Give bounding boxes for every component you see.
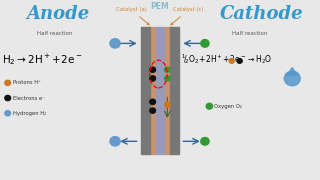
Circle shape — [284, 71, 300, 86]
Circle shape — [5, 95, 11, 101]
Text: Cathode: Cathode — [220, 5, 304, 23]
Bar — [156, 27, 164, 154]
Circle shape — [5, 80, 11, 86]
Circle shape — [150, 99, 156, 104]
Text: $\rm ^1\!/\!_2O_2\!+\!2H^+\!+\!2e^-{\rightarrow}H_2O$: $\rm ^1\!/\!_2O_2\!+\!2H^+\!+\!2e^-{\rig… — [181, 53, 272, 66]
Circle shape — [201, 138, 209, 145]
Text: Protons H⁺: Protons H⁺ — [13, 80, 41, 85]
Circle shape — [110, 137, 120, 146]
Text: Hydrogen H₂: Hydrogen H₂ — [13, 111, 46, 116]
Bar — [170, 27, 179, 154]
Bar — [141, 27, 150, 154]
Text: Half reaction: Half reaction — [37, 31, 73, 36]
Circle shape — [164, 102, 170, 107]
Circle shape — [237, 58, 242, 63]
Circle shape — [164, 76, 170, 81]
Text: Half reaction: Half reaction — [232, 31, 267, 36]
Polygon shape — [287, 68, 298, 76]
Circle shape — [150, 67, 156, 72]
Text: Anode: Anode — [27, 5, 90, 23]
Text: PEM: PEM — [151, 2, 169, 11]
Text: Oxygen O₂: Oxygen O₂ — [213, 104, 241, 109]
Circle shape — [5, 111, 11, 116]
Circle shape — [110, 39, 120, 48]
Circle shape — [206, 103, 212, 109]
Circle shape — [164, 67, 170, 72]
Text: Catalyst (c): Catalyst (c) — [171, 7, 204, 25]
Circle shape — [201, 40, 209, 47]
Text: $\rm H_2{\rightarrow}2H^+\!+\!2e^-$: $\rm H_2{\rightarrow}2H^+\!+\!2e^-$ — [2, 52, 83, 67]
Circle shape — [229, 58, 234, 63]
Circle shape — [150, 76, 156, 81]
Bar — [165, 27, 171, 154]
Text: Electrons e⁻: Electrons e⁻ — [13, 96, 45, 101]
Bar — [149, 27, 155, 154]
Circle shape — [150, 108, 156, 113]
Text: Catalyst (a): Catalyst (a) — [116, 7, 149, 25]
